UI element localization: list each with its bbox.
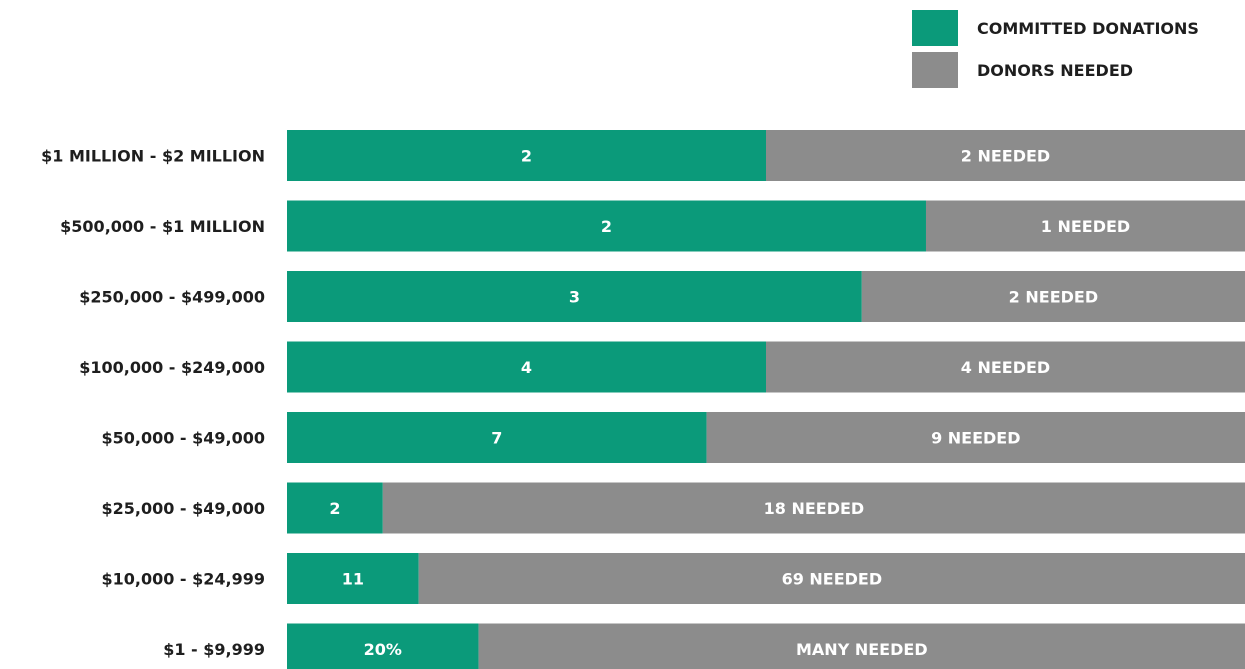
needed-bar-50-000-49-000 bbox=[706, 412, 1245, 463]
committed-bar-1-million-2-million bbox=[287, 130, 766, 181]
committed-bar-250-000-499-000 bbox=[287, 271, 862, 322]
category-label-25-000-49-000: $25,000 - $49,000 bbox=[101, 499, 265, 518]
needed-label-25-000-49-000: 18 NEEDED bbox=[764, 499, 865, 518]
needed-bar-1-million-2-million bbox=[766, 130, 1245, 181]
legend-item-donors-needed: DONORS NEEDED bbox=[912, 52, 1133, 88]
legend-label-donors-needed: DONORS NEEDED bbox=[977, 60, 1134, 80]
needed-bar-100-000-249-000 bbox=[766, 341, 1245, 393]
needed-bar-25-000-49-000 bbox=[382, 482, 1245, 534]
committed-label-500-000-1-million: 2 bbox=[601, 217, 612, 236]
category-label-1-9-999: $1 - $9,999 bbox=[163, 640, 265, 659]
legend-swatch-committed-donations bbox=[912, 10, 958, 46]
category-label-50-000-49-000: $50,000 - $49,000 bbox=[101, 429, 265, 448]
legend-item-committed-donations: COMMITTED DONATIONS bbox=[912, 10, 1199, 46]
needed-label-100-000-249-000: 4 NEEDED bbox=[961, 358, 1050, 377]
category-label-500-000-1-million: $500,000 - $1 MILLION bbox=[60, 217, 265, 236]
committed-label-25-000-49-000: 2 bbox=[329, 499, 340, 518]
category-label-250-000-499-000: $250,000 - $499,000 bbox=[79, 288, 265, 307]
category-label-1-million-2-million: $1 MILLION - $2 MILLION bbox=[41, 147, 265, 166]
needed-label-250-000-499-000: 2 NEEDED bbox=[1009, 288, 1098, 307]
needed-label-1-9-999: MANY NEEDED bbox=[796, 640, 928, 659]
committed-label-1-9-999: 20% bbox=[364, 640, 402, 659]
needed-bar-1-9-999 bbox=[478, 623, 1245, 669]
needed-bar-500-000-1-million bbox=[925, 200, 1245, 252]
category-label-10-000-24-999: $10,000 - $24,999 bbox=[101, 570, 265, 589]
needed-bar-10-000-24-999 bbox=[418, 553, 1245, 604]
committed-bar-10-000-24-999 bbox=[287, 553, 419, 604]
committed-label-50-000-49-000: 7 bbox=[491, 429, 502, 448]
committed-label-1-million-2-million: 2 bbox=[521, 147, 532, 166]
legend-swatch-donors-needed bbox=[912, 52, 958, 88]
needed-label-500-000-1-million: 1 NEEDED bbox=[1041, 217, 1130, 236]
committed-label-250-000-499-000: 3 bbox=[569, 288, 580, 307]
committed-bar-25-000-49-000 bbox=[287, 482, 383, 534]
committed-bar-50-000-49-000 bbox=[287, 412, 707, 463]
needed-label-10-000-24-999: 69 NEEDED bbox=[782, 570, 883, 589]
committed-bar-100-000-249-000 bbox=[287, 341, 766, 393]
committed-label-100-000-249-000: 4 bbox=[521, 358, 532, 377]
needed-label-50-000-49-000: 9 NEEDED bbox=[931, 429, 1020, 448]
legend-label-committed-donations: COMMITTED DONATIONS bbox=[977, 18, 1199, 38]
committed-bar-1-9-999 bbox=[287, 623, 479, 669]
category-label-100-000-249-000: $100,000 - $249,000 bbox=[79, 358, 265, 377]
needed-bar-250-000-499-000 bbox=[861, 271, 1245, 322]
needed-label-1-million-2-million: 2 NEEDED bbox=[961, 147, 1050, 166]
committed-bar-500-000-1-million bbox=[287, 200, 926, 252]
committed-label-10-000-24-999: 11 bbox=[342, 570, 364, 589]
